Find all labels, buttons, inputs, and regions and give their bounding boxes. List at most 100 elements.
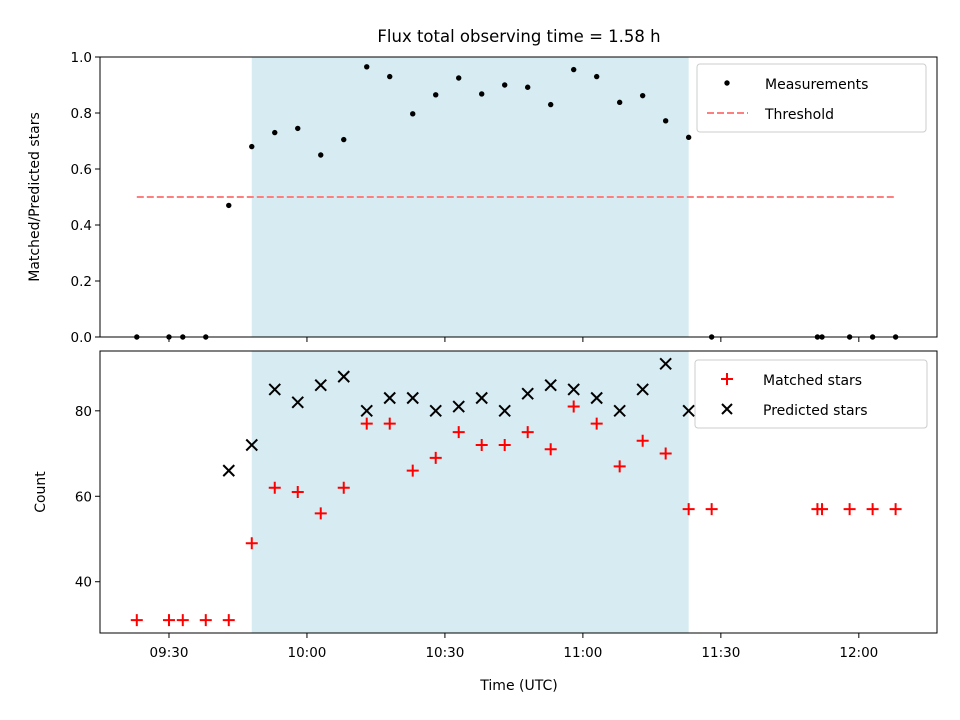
predicted-stars-point	[406, 391, 419, 405]
legend-measurements-marker	[724, 80, 730, 86]
predicted-stars-point	[383, 391, 396, 405]
matched-stars-point	[682, 503, 695, 516]
count-panel: 40 60 80 09:30 10:00 10:30 11:00 11:30 12:00 Co…	[33, 350, 938, 694]
matched-stars-point	[130, 614, 143, 627]
y-tick-label: 0.0	[71, 330, 92, 346]
matched-stars-point	[268, 481, 281, 494]
y-tick-label: 1.0	[71, 50, 92, 66]
matched-stars-point	[590, 417, 603, 430]
measurement-point	[685, 134, 692, 141]
count-marks	[130, 357, 902, 627]
ratio-y-axis-ticks: 0.0 0.2 0.4 0.6 0.8 1.0	[71, 50, 100, 346]
predicted-stars-point	[337, 370, 350, 383]
ratio-x-axis-ticks	[168, 337, 860, 342]
ratio-panel: 0.0 0.2 0.4 0.6 0.8 1.0 Matched/Predicted sta…	[27, 50, 938, 346]
matched-stars-point	[245, 537, 258, 550]
predicted-stars-point	[498, 404, 511, 418]
count-legend-box	[694, 359, 928, 429]
x-tick-label: 11:30	[701, 645, 740, 661]
measurement-point	[662, 118, 669, 124]
legend-matched-marker	[721, 373, 733, 385]
legend-predicted-marker	[721, 403, 733, 415]
matched-stars-point	[162, 614, 175, 627]
measurement-point	[410, 111, 416, 117]
measurement-point	[318, 152, 324, 158]
predicted-stars-point	[452, 400, 465, 413]
y-tick-label: 80	[75, 404, 92, 420]
legend-measurements-label: Measurements	[765, 77, 868, 93]
predicted-stars-point	[544, 378, 557, 392]
count-axes-frame	[99, 350, 938, 634]
matched-stars-point	[521, 426, 534, 439]
x-axis-label: Time (UTC)	[479, 678, 557, 694]
matched-stars-point	[866, 503, 879, 516]
legend-threshold-label: Threshold	[764, 107, 834, 123]
measurement-point	[593, 73, 600, 80]
predicted-stars-point	[659, 357, 672, 371]
measurement-point	[639, 92, 646, 99]
measurement-point	[456, 75, 462, 81]
matched-stars-point	[360, 417, 373, 430]
y-tick-label: 40	[75, 575, 92, 591]
matched-stars-point	[636, 434, 649, 447]
x-tick-label: 12:00	[839, 645, 878, 661]
measurement-point	[616, 99, 623, 106]
matched-stars-point	[337, 481, 350, 494]
predicted-stars-point	[291, 396, 304, 409]
matched-stars-point	[816, 503, 829, 516]
measurement-point	[226, 202, 232, 209]
matched-stars-point	[429, 451, 442, 464]
predicted-stars-point	[682, 404, 695, 418]
predicted-stars-point	[222, 464, 235, 477]
y-tick-label: 0.2	[71, 274, 92, 290]
predicted-stars-point	[268, 383, 281, 396]
ratio-legend-box	[696, 63, 927, 133]
measurement-point	[547, 101, 554, 108]
predicted-stars-point	[521, 387, 534, 400]
measurement-point	[570, 66, 577, 73]
predicted-stars-point	[360, 404, 373, 418]
count-legend: Matched stars Predicted stars	[694, 359, 928, 429]
matched-stars-point	[843, 503, 856, 516]
y-tick-label: 0.8	[71, 106, 92, 122]
ratio-axes-frame	[99, 56, 938, 338]
ratio-marks	[134, 64, 899, 340]
measurement-point	[502, 82, 508, 88]
x-tick-label: 10:30	[425, 645, 464, 661]
predicted-stars-point	[245, 438, 258, 452]
measurement-point	[524, 84, 531, 90]
matched-stars-point	[176, 614, 189, 627]
matched-stars-point	[406, 464, 419, 477]
predicted-stars-point	[314, 378, 327, 392]
matched-stars-point	[613, 460, 626, 473]
predicted-stars-point	[613, 404, 626, 418]
x-tick-label: 09:30	[150, 645, 189, 661]
matched-stars-point	[383, 417, 396, 430]
legend-predicted-label: Predicted stars	[763, 403, 868, 419]
matched-stars-point	[222, 614, 235, 627]
measurement-point	[387, 73, 393, 80]
predicted-stars-point	[636, 383, 649, 396]
matched-stars-point	[567, 400, 580, 413]
count-y-axis-ticks: 40 60 80	[75, 404, 100, 591]
ratio-legend: Measurements Threshold	[696, 63, 927, 133]
measurement-point	[249, 143, 255, 150]
matched-stars-point	[452, 426, 465, 439]
x-tick-label: 11:00	[563, 645, 602, 661]
measurement-point	[295, 125, 301, 132]
chart-title: Flux total observing time = 1.58 h	[377, 27, 660, 46]
matched-stars-point	[705, 503, 718, 516]
y-tick-label: 0.4	[71, 218, 92, 234]
matched-stars-point	[314, 507, 327, 520]
observing-window-shade-bottom	[251, 351, 689, 633]
predicted-stars-point	[590, 391, 603, 405]
predicted-stars-point	[475, 391, 488, 405]
matched-stars-point	[498, 439, 511, 451]
ratio-y-axis-label: Matched/Predicted stars	[27, 112, 43, 282]
measurement-point	[479, 91, 485, 97]
legend-matched-label: Matched stars	[763, 373, 862, 389]
matched-stars-point	[889, 503, 902, 516]
matched-stars-point	[199, 614, 212, 627]
measurement-point	[272, 129, 278, 136]
